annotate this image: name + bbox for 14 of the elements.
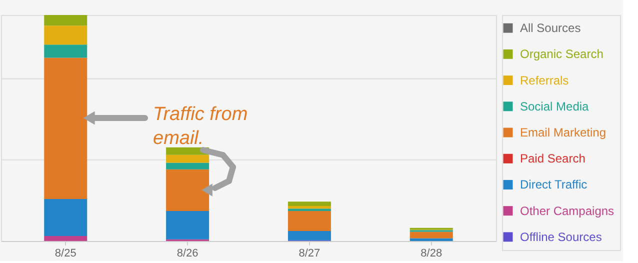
legend-label: Referrals: [520, 73, 569, 88]
legend-label: All Sources: [520, 21, 581, 36]
x-tick-label: 8/25: [54, 248, 76, 260]
legend-label: Organic Search: [520, 47, 604, 62]
x-tick-label: 8/28: [420, 248, 442, 260]
legend-label: Offline Sources: [520, 230, 602, 244]
x-tick-label: 8/26: [176, 248, 198, 260]
legend-label: Social Media: [520, 99, 590, 114]
legend-label: Email Marketing: [520, 126, 606, 140]
legend-label: Direct Traffic: [520, 178, 588, 192]
annotation: Traffic from email.: [153, 104, 248, 149]
x-tick-label: 8/27: [298, 248, 320, 260]
legend-label: Other Campaigns: [520, 204, 614, 218]
legend-label: Paid Search: [520, 152, 586, 166]
